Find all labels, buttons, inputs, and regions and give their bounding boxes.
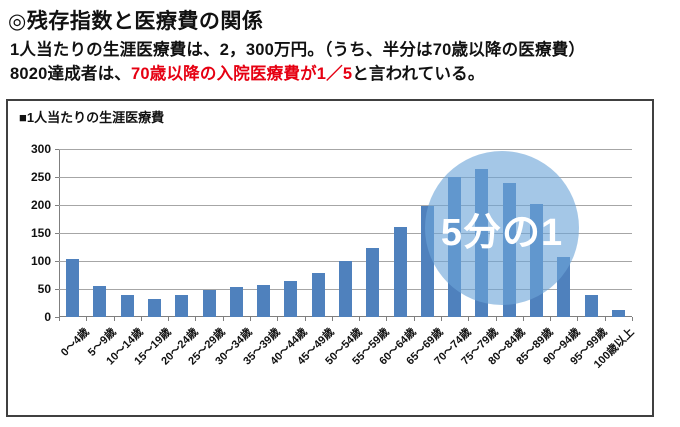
x-axis-tick	[441, 317, 442, 321]
subtitle-line-1: 1人当たりの生涯医療費は、2，300万円。（うち、半分は70歳以降の医療費）	[10, 41, 586, 59]
y-axis-label: 150	[30, 226, 51, 240]
plot-area: 0 50 100 150 200 250 300 0～4歳 5～9歳 10～14歳 15～19歳 20…	[31, 142, 637, 371]
bar	[202, 289, 216, 317]
bar	[366, 247, 380, 317]
y-gridline	[59, 204, 632, 206]
x-axis-tick	[468, 317, 470, 321]
x-axis-tick	[86, 317, 88, 321]
bar	[284, 280, 298, 317]
y-axis-tick	[55, 288, 59, 290]
annotation-circle: 5分の1	[425, 151, 579, 305]
y-gridline	[59, 232, 632, 234]
x-axis-tick	[59, 317, 60, 321]
x-axis-tick	[195, 317, 197, 321]
x-axis-tick	[604, 317, 606, 321]
x-axis-tick	[577, 317, 579, 321]
x-axis-tick	[495, 317, 497, 321]
bar	[584, 294, 598, 317]
x-axis-tick	[386, 317, 388, 321]
subtitle-line-2: 8020達成者は、70歳以降の入院医療費が1／5と言われている。	[10, 60, 485, 84]
x-axis-tick	[304, 317, 306, 321]
x-axis-tick	[140, 317, 142, 321]
bar	[257, 284, 271, 317]
bar	[93, 286, 107, 317]
x-axis-tick	[359, 317, 361, 321]
x-axis-tick	[550, 317, 552, 321]
x-axis-label: 0～4歳	[58, 326, 92, 359]
bar	[175, 295, 189, 317]
y-axis-label: 200	[30, 198, 51, 212]
y-axis-tick	[55, 232, 59, 234]
bar	[66, 259, 80, 317]
y-gridline	[59, 148, 632, 150]
subtitle-line-2-prefix: 8020達成者は、	[10, 65, 132, 83]
x-axis-tick	[413, 317, 415, 321]
y-axis-label: 50	[37, 282, 51, 296]
y-axis-tick	[55, 316, 59, 318]
y-axis-label: 0	[44, 310, 51, 324]
y-axis-label: 300	[30, 142, 51, 156]
bar	[229, 286, 243, 317]
bar	[393, 226, 407, 317]
x-axis-tick	[113, 317, 115, 321]
y-gridline	[59, 176, 632, 178]
page-title: ◎残存指数と医療費の関係	[8, 10, 264, 33]
annotation-label: 5分の1	[440, 211, 564, 254]
x-axis-tick	[331, 317, 333, 321]
y-axis-label: 100	[30, 254, 51, 268]
y-axis-tick	[55, 176, 59, 178]
x-axis-tick	[168, 317, 170, 321]
x-axis-tick	[277, 317, 279, 321]
x-axis-tick	[250, 317, 251, 321]
bar	[611, 310, 625, 317]
bar	[339, 261, 352, 317]
chart-title: ■1人当たりの生涯医療費	[19, 110, 165, 125]
x-axis-tick	[522, 317, 524, 321]
y-axis-tick	[55, 148, 59, 150]
x-axis-tick	[222, 317, 224, 321]
y-axis-tick	[55, 204, 59, 206]
y-axis-label: 250	[30, 170, 51, 184]
subtitle-line-2-highlight: 70歳以降の入院医療費が1／5	[131, 65, 353, 83]
bar	[311, 273, 325, 317]
bar	[148, 298, 161, 317]
bar	[120, 295, 134, 317]
x-axis-tick	[632, 317, 633, 321]
chart-panel: ■1人当たりの生涯医療費 0 50 100 150 200 250 300 0～4歳 5～9歳 1…	[6, 99, 654, 417]
subtitle-line-2-suffix: と言われている。	[352, 65, 485, 83]
y-axis-tick	[55, 260, 59, 262]
